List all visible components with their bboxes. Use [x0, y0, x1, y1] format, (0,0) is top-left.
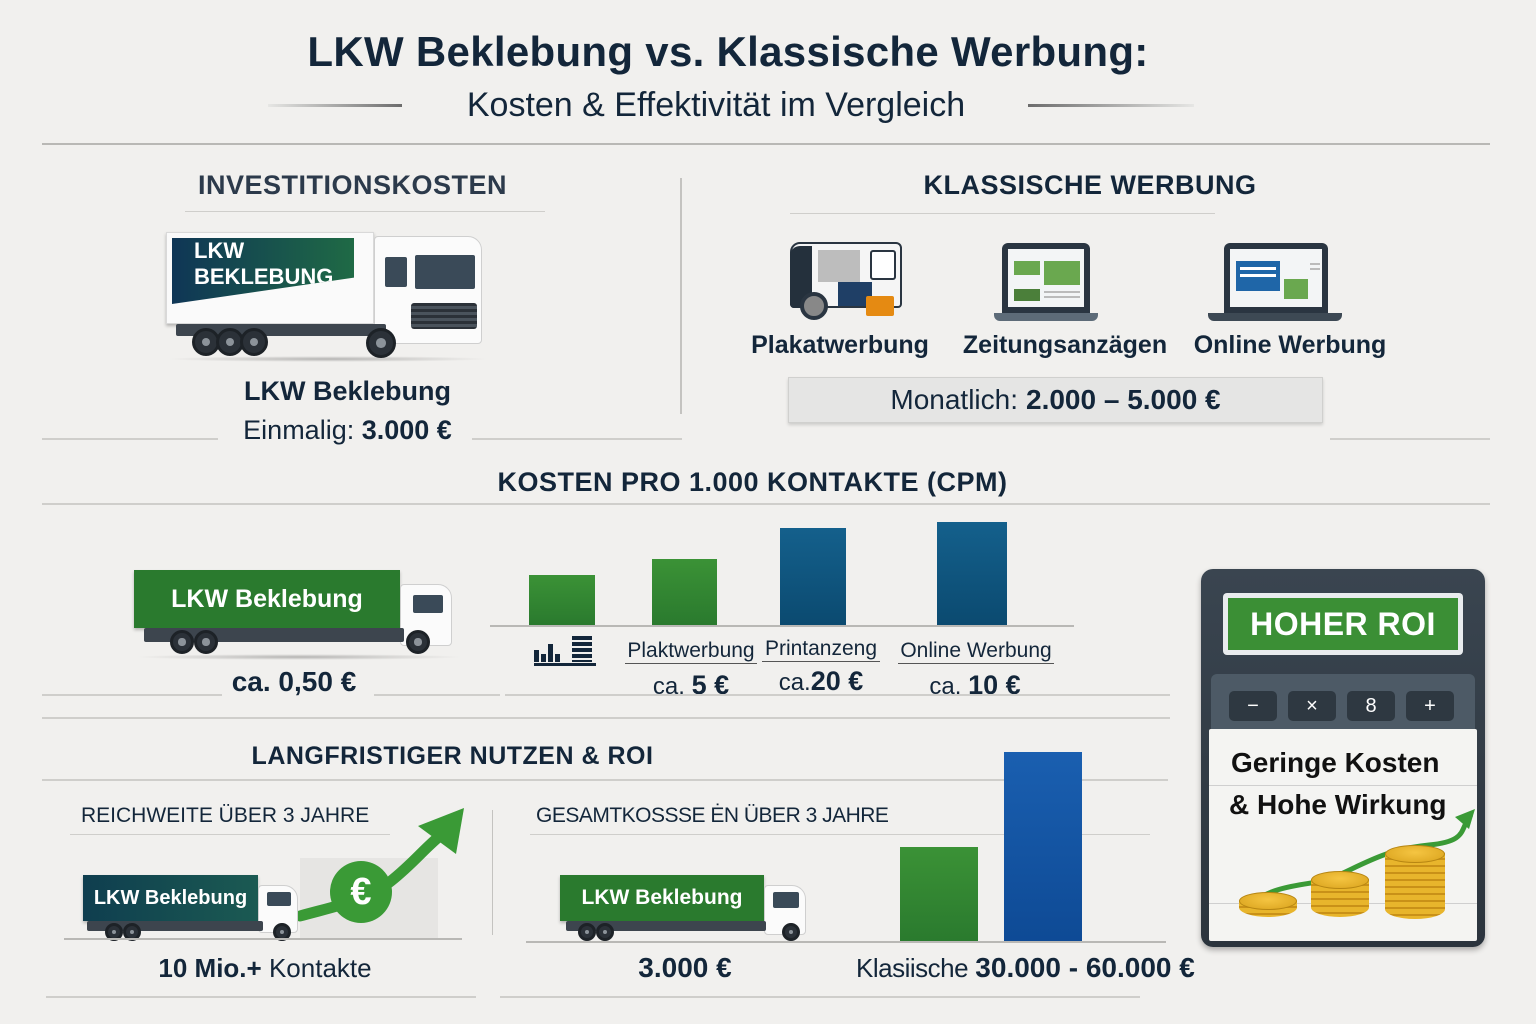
cpm-truck-value: ca. 0,50 €: [231, 666, 357, 697]
section-vertical-divider: [680, 178, 682, 414]
total-heading: GESAMTKOSSSE ĖN ÜBER 3 JAHRE: [536, 804, 889, 827]
total-baseline: [526, 941, 1166, 943]
total-truck-image: LKW Beklebung: [560, 875, 810, 943]
reach-value-bold: 10 Mio.+: [158, 953, 262, 983]
investment-heading: INVESTITIONSKOSTEN: [197, 170, 508, 200]
calculator-display: HOHER ROI: [1223, 593, 1463, 655]
cpm-chart-baseline: [490, 625, 1074, 627]
total-classic-amount: 30.000 - 60.000 €: [975, 952, 1195, 983]
reach-heading-line: [70, 834, 390, 835]
investment-price-value: 3.000 €: [361, 415, 452, 445]
multiply-key-icon: ×: [1288, 691, 1336, 721]
total-bottom-line: [500, 996, 1140, 998]
classic-heading-line: [790, 213, 1215, 214]
value-prefix: ca.: [778, 669, 811, 696]
cpm-bar-label: Plaktwerbung: [625, 639, 757, 664]
classic-heading: KLASSISCHE WERBUNG: [923, 170, 1257, 200]
total-truck-value: 3.000 €: [638, 952, 732, 983]
total-bar-classic: [1004, 752, 1082, 942]
reach-baseline: [64, 938, 462, 940]
bar-chart-icon: [534, 636, 598, 666]
investment-name: LKW Beklebung: [244, 376, 451, 406]
cpm-values-line: [505, 694, 1170, 696]
cpm-bar-label: Printanzeng: [762, 637, 880, 662]
newspaper-laptop-icon: [994, 243, 1098, 323]
truck-banner-text: LKW Beklebung: [93, 886, 248, 909]
truck-banner: LKW Beklebung: [134, 570, 400, 628]
total-classic-label: Klasiische: [856, 953, 969, 983]
eight-key-icon: 8: [1347, 691, 1395, 721]
roi-calculator-graphic: HOHER ROI − × 8 + Geringe Kosten & Hohe …: [1201, 569, 1485, 947]
classic-price-label: Monatlich:: [890, 384, 1018, 415]
reach-bottom-line: [46, 996, 476, 998]
reach-truck-image: LKW Beklebung: [83, 875, 303, 941]
billboard-van-icon: [778, 240, 918, 322]
roi-vertical-divider: [492, 810, 493, 935]
investment-price-label: Einmalig:: [243, 415, 355, 445]
reach-heading: REICHWEITE ÜBER 3 JAHRE: [81, 804, 370, 827]
truck-banner-text: LKW Beklebung: [171, 584, 363, 613]
investment-truck-image: LKW BEKLEBUNG: [166, 232, 490, 362]
total-classic-value: Klasiische 30.000 - 60.000 €: [856, 952, 1216, 984]
growth-arrow-icon: [1241, 809, 1475, 911]
classic-price-box: Monatlich: 2.000 – 5.000 €: [788, 377, 1323, 423]
cpm-heading: KOSTEN PRO 1.000 KONTAKTE (CPM): [497, 467, 1008, 497]
cpm-bar-value: ca.20 €: [755, 666, 887, 697]
total-bar-truck: [900, 847, 978, 942]
plus-key-icon: +: [1406, 691, 1454, 721]
roi-heading: LANGFRISTIGER NUTZEN & ROI: [251, 742, 654, 770]
reach-value: 10 Mio.+ Kontakte: [100, 953, 430, 984]
section-divider-roi: [42, 717, 1170, 719]
roi-heading-line: [42, 779, 1168, 781]
calculator-keypad: − × 8 +: [1211, 674, 1475, 734]
subtitle-line-left: [268, 104, 402, 107]
classic-price-value: 2.000 – 5.000 €: [1026, 384, 1221, 415]
calculator-line-2: & Hohe Wirkung: [1229, 789, 1447, 820]
euro-icon: €: [330, 861, 392, 923]
calculator-line-1: Geringe Kosten: [1231, 747, 1440, 778]
cpm-bar-3: [937, 522, 1007, 625]
total-heading-line: [530, 834, 1150, 835]
truck-banner: LKW Beklebung: [560, 875, 764, 921]
header-divider: [42, 143, 1490, 145]
classic-item-label: Plakatwerbung: [751, 331, 929, 359]
truck-banner-text: LKW Beklebung: [581, 886, 743, 909]
calculator-paper: Geringe Kosten & Hohe Wirkung: [1209, 729, 1477, 941]
page-subtitle: Kosten & Effektivität im Vergleich: [466, 86, 966, 124]
investment-price: Einmalig: 3.000 €: [150, 415, 545, 446]
cpm-bar-value: ca. 10 €: [905, 670, 1045, 701]
truck-banner: LKW Beklebung: [83, 875, 258, 921]
growth-arrow-icon: [296, 808, 464, 922]
value-amount: 20 €: [810, 666, 864, 696]
cpm-bar-1: [652, 559, 717, 625]
calculator-display-text: HOHER ROI: [1228, 598, 1458, 650]
classic-item-label: Online Werbung: [1193, 331, 1387, 359]
online-laptop-icon: [1208, 243, 1342, 323]
investment-bottom-line-right: [472, 438, 682, 440]
cpm-truck-line-left: [42, 694, 222, 696]
subtitle-line-right: [1028, 104, 1194, 107]
classic-item-label: Zeitungsanzägen: [962, 331, 1168, 359]
cpm-bar-2: [780, 528, 846, 625]
cpm-heading-line: [42, 503, 1490, 505]
classic-bottom-line: [1330, 438, 1490, 440]
cpm-truck-line-right: [374, 694, 500, 696]
investment-heading-line: [185, 211, 545, 212]
cpm-bar-0: [529, 575, 595, 625]
minus-key-icon: −: [1229, 691, 1277, 721]
page-title: LKW Beklebung vs. Klassische Werbung:: [307, 28, 1149, 75]
cpm-bar-label: Online Werbung: [898, 639, 1054, 664]
cpm-truck-image: LKW Beklebung: [134, 570, 464, 662]
reach-value-rest: Kontakte: [268, 953, 372, 983]
investment-bottom-line-left: [42, 438, 218, 440]
cpm-bar-value: ca. 5 €: [625, 670, 757, 701]
